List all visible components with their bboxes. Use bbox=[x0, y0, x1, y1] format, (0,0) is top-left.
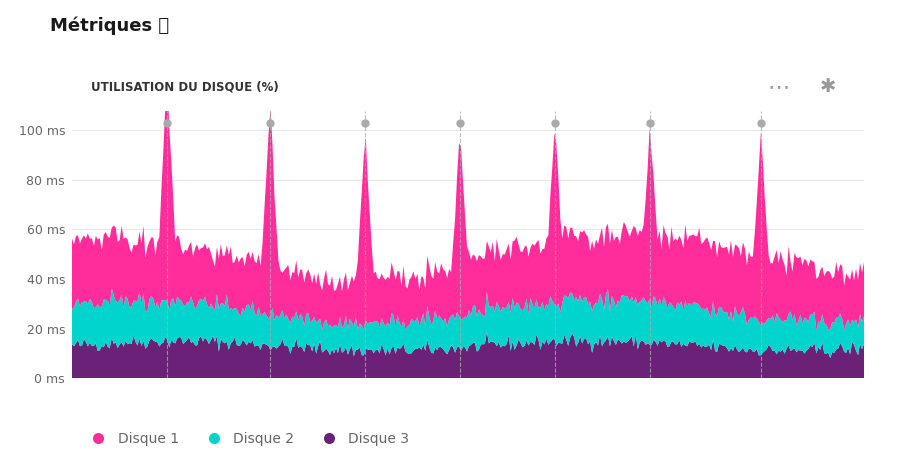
Text: ✱: ✱ bbox=[820, 77, 836, 96]
Text: Métriques ⓘ: Métriques ⓘ bbox=[50, 16, 168, 35]
Legend: Disque 1, Disque 2, Disque 3: Disque 1, Disque 2, Disque 3 bbox=[79, 426, 415, 451]
Text: UTILISATION DU DISQUE (%): UTILISATION DU DISQUE (%) bbox=[91, 81, 278, 94]
Text: ⋯: ⋯ bbox=[768, 77, 789, 97]
